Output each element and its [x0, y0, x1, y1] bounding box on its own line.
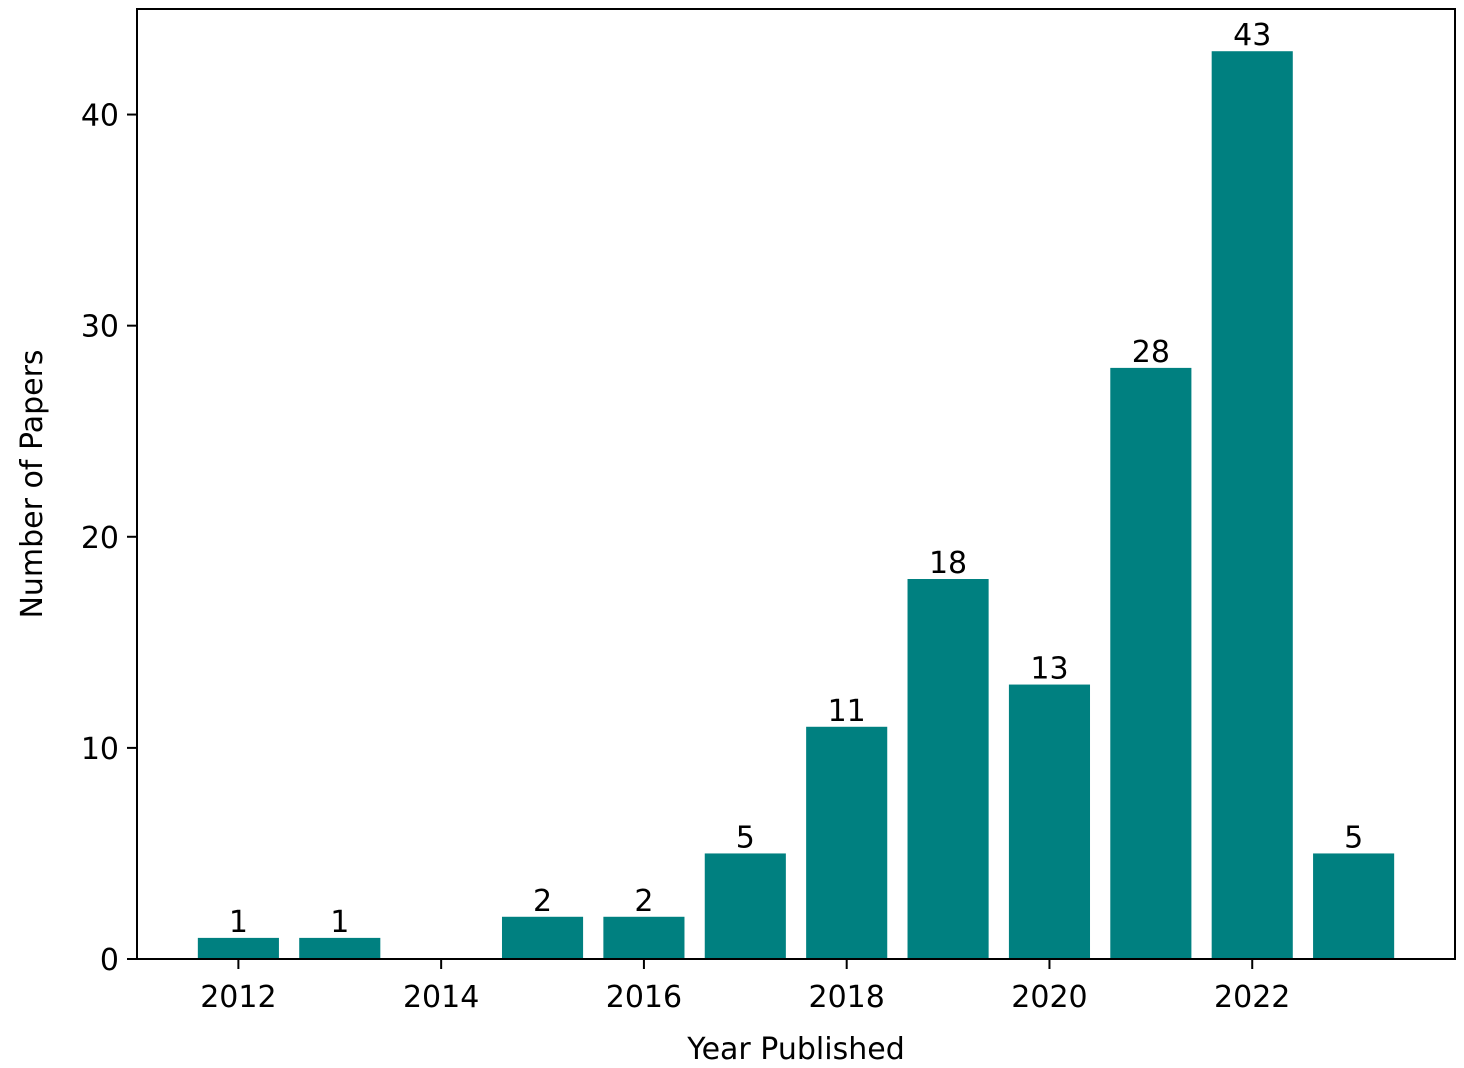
bar-2020: [1008, 684, 1091, 959]
bars-group: [197, 51, 1395, 959]
bar-2022: [1211, 51, 1293, 959]
bar-2016: [603, 916, 685, 959]
x-axis-ticks: 2012 2014 2016 2018 2020 2022: [200, 959, 1290, 1015]
bar-2013: [299, 937, 381, 959]
value-label-2017: 5: [736, 820, 755, 855]
y-axis-ticks: 0 10 20 30 40: [81, 99, 137, 978]
y-tick-label-10: 10: [81, 732, 119, 767]
value-label-2019: 18: [929, 546, 967, 581]
y-tick-label-30: 30: [81, 310, 119, 345]
bar-2023: [1313, 853, 1395, 959]
x-tick-label-2020: 2020: [1011, 980, 1087, 1015]
x-tick-label-2016: 2016: [606, 980, 682, 1015]
bar-2017: [704, 853, 786, 959]
value-label-2012: 1: [229, 905, 248, 940]
y-tick-label-40: 40: [81, 99, 119, 134]
bar-2021: [1110, 367, 1192, 959]
x-tick-label-2014: 2014: [403, 980, 479, 1015]
y-axis-label: Number of Papers: [15, 349, 50, 618]
x-tick-label-2018: 2018: [809, 980, 885, 1015]
x-axis-label: Year Published: [686, 1032, 905, 1067]
value-label-2021: 28: [1132, 335, 1170, 370]
value-label-2013: 1: [330, 905, 349, 940]
value-label-2016: 2: [634, 884, 653, 919]
bar-2015: [501, 916, 584, 959]
y-tick-label-0: 0: [100, 943, 119, 978]
value-label-2023: 5: [1344, 820, 1363, 855]
plot-frame: [136, 8, 1456, 960]
x-tick-label-2012: 2012: [200, 980, 276, 1015]
value-label-2015: 2: [533, 884, 552, 919]
value-label-2022: 43: [1233, 18, 1271, 53]
x-tick-label-2022: 2022: [1214, 980, 1290, 1015]
value-label-2020: 13: [1030, 652, 1068, 687]
bar-2018: [806, 726, 888, 959]
bar-2019: [907, 579, 989, 959]
y-tick-label-20: 20: [81, 521, 119, 556]
bar-2012: [197, 937, 279, 959]
value-label-2018: 11: [828, 694, 866, 729]
